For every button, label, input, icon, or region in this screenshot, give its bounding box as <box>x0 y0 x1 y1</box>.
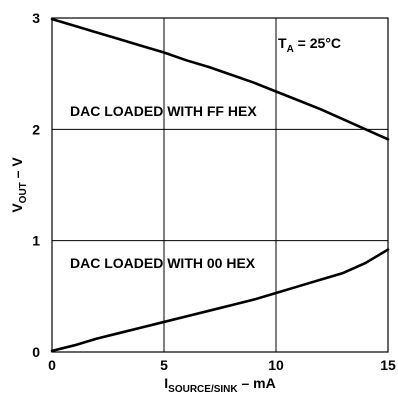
y-tick-label: 3 <box>32 10 40 26</box>
y-axis-label-rest: – V <box>9 157 25 183</box>
series-group <box>50 17 390 353</box>
y-tick-label: 0 <box>32 344 40 360</box>
condition-main: T <box>278 35 287 51</box>
condition-sub: A <box>287 44 294 55</box>
tick-labels: 0 5 10 15 0 1 2 3 <box>32 10 396 373</box>
x-axis-label-rest: – mA <box>238 375 276 391</box>
series-line-1 <box>50 17 390 141</box>
ff-hex-annotation: DAC LOADED WITH FF HEX <box>70 103 257 119</box>
x-tick-label: 5 <box>160 357 168 373</box>
y-axis-label-sub: OUT <box>18 182 29 203</box>
condition-annotation: TA = 25°C <box>278 35 341 55</box>
grid <box>52 18 388 352</box>
y-tick-label: 1 <box>32 233 40 249</box>
plot-area-frame <box>51 17 389 353</box>
x-tick-label: 10 <box>268 357 284 373</box>
x-axis-label: ISOURCE/SINK – mA <box>164 375 275 395</box>
x-axis-label-main: I <box>164 375 168 391</box>
zero-hex-annotation: DAC LOADED WITH 00 HEX <box>70 255 256 271</box>
x-tick-label: 15 <box>380 357 396 373</box>
x-axis-label-sub: SOURCE/SINK <box>168 384 238 395</box>
y-axis-label-main: V <box>9 203 25 213</box>
x-tick-label: 0 <box>48 357 56 373</box>
condition-rest: = 25°C <box>294 35 341 51</box>
y-axis-label: VOUT – V <box>9 157 29 213</box>
y-tick-label: 2 <box>32 121 40 137</box>
series-line-2 <box>50 248 390 353</box>
